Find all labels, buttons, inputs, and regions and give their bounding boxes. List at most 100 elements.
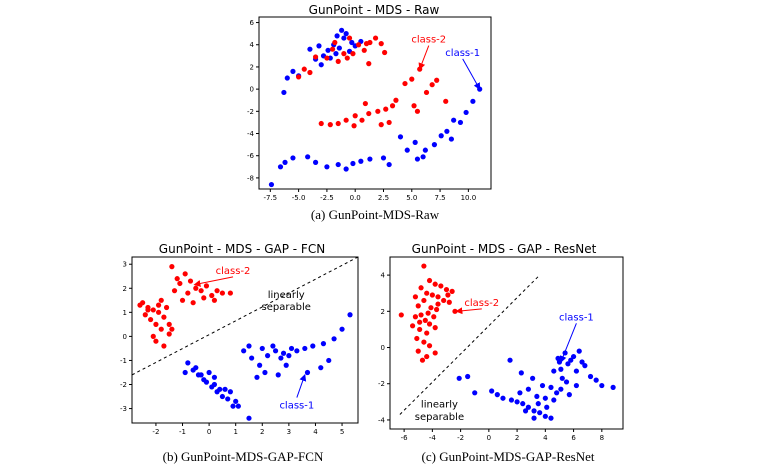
annotation-arrow — [418, 45, 430, 71]
class-2-point — [341, 51, 347, 57]
x-tick-label: 2.5 — [378, 194, 389, 202]
annotation-arrow — [462, 58, 481, 91]
annotations: class-2 class-1 — [411, 35, 481, 91]
x-tick-label: 1 — [233, 428, 237, 436]
y-tick-label: 2 — [250, 63, 254, 71]
class-1-point — [211, 381, 218, 388]
class-1-point — [235, 403, 241, 409]
class-1-point — [507, 357, 513, 363]
x-tick-label: 2 — [260, 428, 264, 436]
class-1-point — [282, 159, 288, 165]
class-1-point — [339, 27, 345, 33]
panel-mds-gap-fcn: GunPoint - MDS - GAP - FCN -2 -1 0 1 2 3 4 5 3 2 1… — [120, 242, 359, 464]
y-tick-label: -2 — [247, 108, 254, 116]
x-tick-label: 6 — [571, 434, 576, 442]
x-tick-label: 3 — [287, 428, 291, 436]
class-2-point — [150, 307, 156, 313]
y-tick-label: -2 — [120, 381, 127, 389]
x-tick-label: 2 — [515, 434, 519, 442]
class-2-point — [351, 123, 357, 129]
class-1-point — [275, 372, 281, 378]
class-2-point — [155, 302, 162, 308]
class-1-point — [448, 136, 454, 142]
class-1-point — [318, 365, 324, 371]
class-1-point — [566, 392, 572, 398]
class-1-point — [339, 326, 345, 332]
class-1-point — [576, 348, 582, 354]
class-2-point — [386, 119, 392, 126]
class-2-point — [419, 357, 426, 363]
class-2-point — [203, 283, 210, 289]
class-1-point — [380, 155, 387, 161]
class-1-point — [225, 396, 231, 402]
class-1-point — [347, 312, 353, 318]
class-1-point — [514, 399, 520, 405]
class-2-point — [432, 281, 438, 287]
x-tick-label: -2 — [457, 434, 464, 442]
separator-line — [131, 256, 359, 376]
class-2-point — [426, 321, 433, 327]
class-2-point — [166, 331, 172, 337]
class-2-point — [182, 271, 188, 277]
class-1-point — [182, 369, 188, 376]
class-1-point — [573, 382, 580, 389]
figure-caption: (b) GunPoint-MDS-GAP-FCN — [163, 449, 324, 464]
scatter-points — [268, 27, 483, 188]
class-1-point — [249, 355, 255, 361]
class-2-point — [409, 76, 415, 82]
x-tick-label: -2.5 — [320, 194, 334, 202]
class-2-point — [155, 309, 162, 315]
class-2-point — [418, 312, 424, 318]
class-2-point — [209, 292, 215, 299]
x-tick-label: 0.0 — [350, 194, 361, 202]
class-1-point — [570, 353, 577, 360]
class-1-point — [320, 341, 327, 347]
y-tick-label: -4 — [378, 416, 386, 424]
class-1-point — [265, 353, 271, 359]
class-1-point — [548, 384, 554, 390]
class-1-point — [610, 384, 616, 390]
class-2-point — [359, 117, 365, 123]
y-tick-label: -8 — [247, 174, 254, 182]
separator-line — [399, 274, 541, 415]
x-tick-label: 8 — [600, 434, 604, 442]
class-2-point — [424, 290, 430, 296]
class-2-point — [363, 41, 370, 47]
x-tick-label: -1 — [179, 428, 186, 436]
class-2-point — [169, 326, 175, 332]
class-1-point — [278, 355, 284, 361]
annotation-arrow — [455, 307, 482, 315]
class-2-point — [429, 82, 435, 88]
class-2-point — [412, 294, 419, 300]
class-2-point — [158, 297, 164, 303]
class-1-point — [333, 51, 339, 57]
class-1-point — [219, 393, 225, 400]
class-1-point — [343, 166, 349, 172]
panel-mds-raw: GunPoint - MDS - Raw -7.5 -5.0 -2.5 0.0 2.5 5… — [247, 3, 492, 222]
class-2-point — [193, 285, 199, 291]
class-2-point — [426, 277, 433, 284]
class-1-point — [531, 415, 537, 421]
annotation-arrow — [193, 276, 234, 287]
class-2-point — [411, 103, 417, 109]
class-2-point — [361, 47, 367, 53]
class-2-point — [443, 98, 449, 104]
class-2-point — [428, 305, 434, 311]
class-1-point — [587, 373, 594, 380]
class-2-point — [431, 314, 437, 320]
class-1-point — [558, 386, 564, 392]
class-1-point — [233, 398, 239, 404]
axis-ticks: -2 -1 0 1 2 3 4 5 3 2 1 0 -1 -2 -3 — [120, 261, 344, 436]
class-1-point — [568, 357, 574, 363]
class-1-point — [579, 359, 585, 365]
class-1-point — [331, 336, 337, 342]
class-2-point — [366, 61, 372, 67]
class-2-point — [346, 35, 353, 41]
class-2-point — [378, 122, 384, 128]
class-1-point — [290, 155, 296, 161]
class-1-point — [185, 360, 191, 366]
class-1-point — [420, 154, 426, 160]
class-2-point — [201, 295, 207, 301]
y-tick-label: 6 — [250, 19, 255, 27]
class-2-point — [382, 49, 388, 56]
